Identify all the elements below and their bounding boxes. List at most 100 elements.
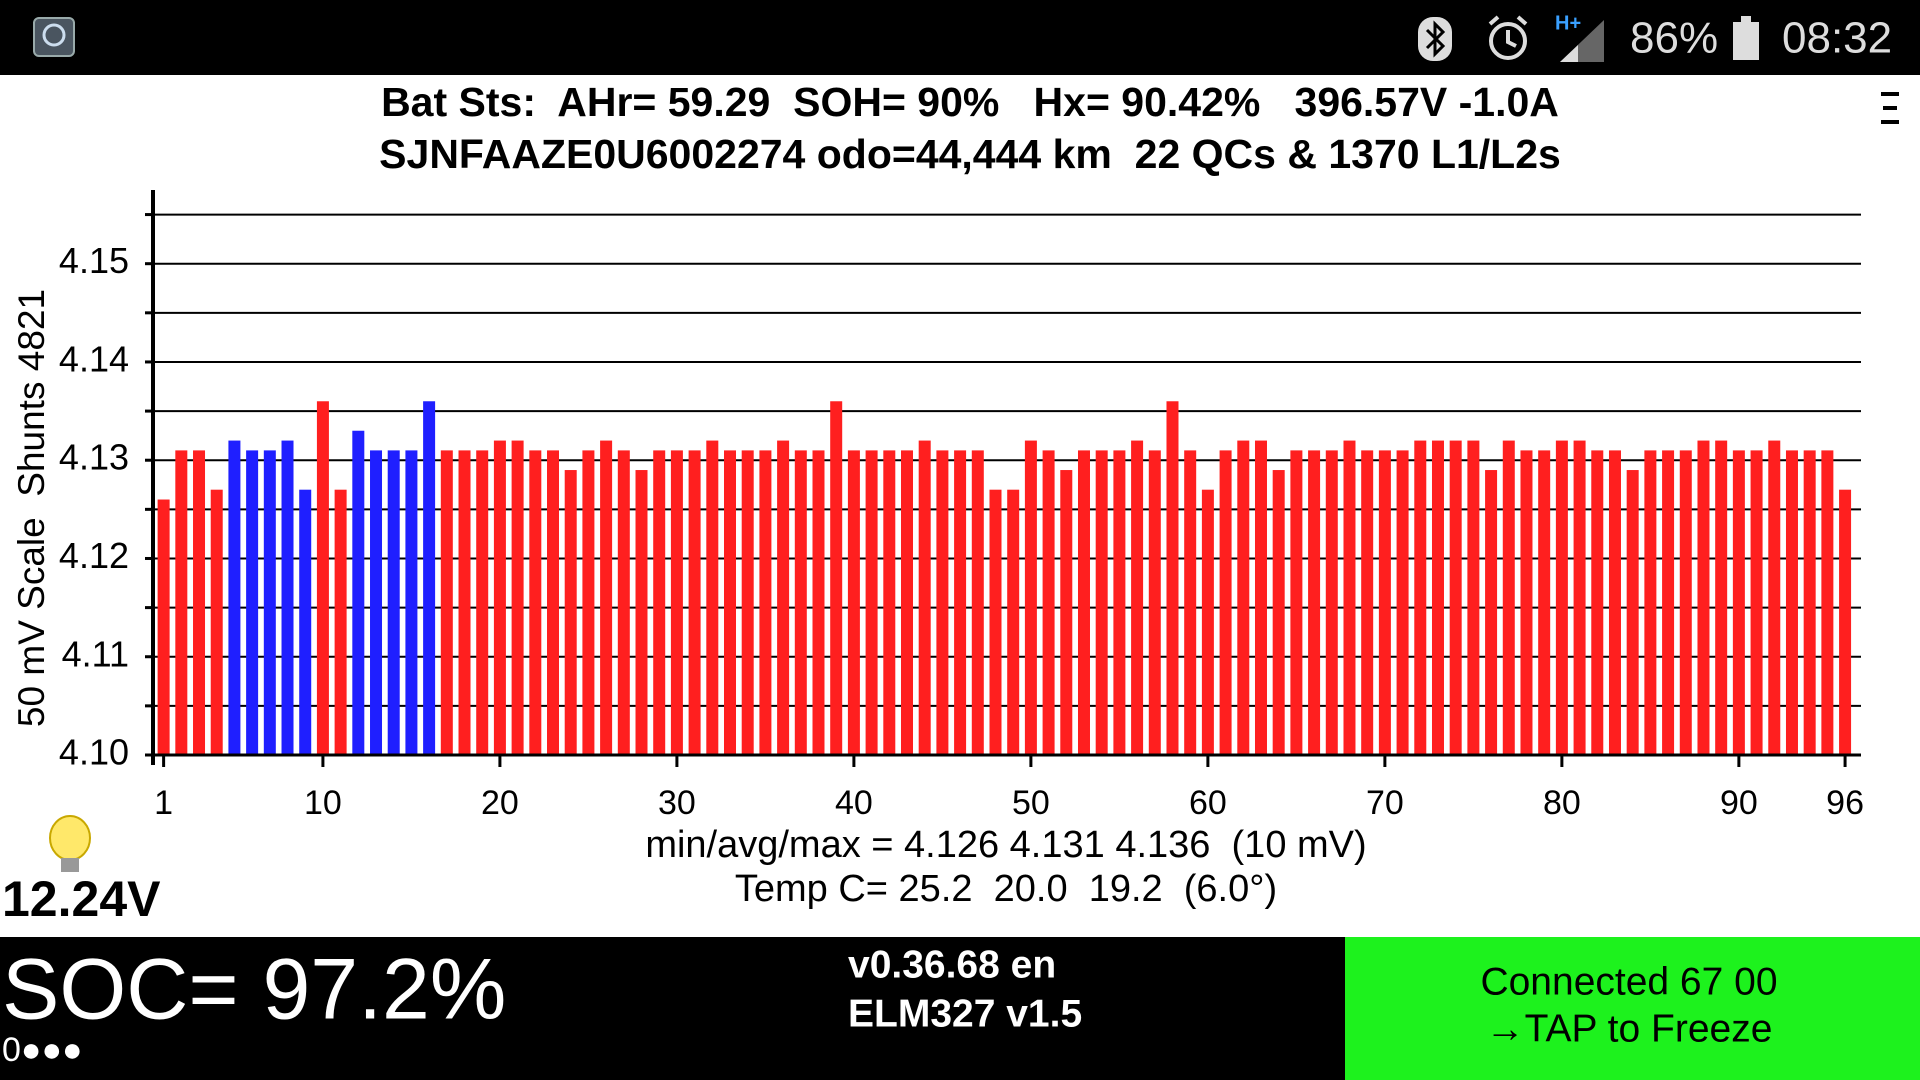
menu-button[interactable] bbox=[1874, 86, 1910, 130]
bar bbox=[529, 450, 542, 755]
signal-level bbox=[1560, 45, 1578, 62]
bar bbox=[1237, 440, 1250, 755]
bar bbox=[1290, 450, 1303, 755]
bar bbox=[635, 470, 648, 755]
bar bbox=[458, 450, 471, 755]
vehicle-info: SJNFAAZE0U6002274 odo=44,444 km 22 QCs &… bbox=[379, 131, 1561, 177]
bar bbox=[228, 440, 241, 755]
bar bbox=[157, 499, 170, 755]
bulb-icon bbox=[49, 815, 91, 872]
bar bbox=[423, 401, 436, 755]
y-axis-label: 50 mV Scale Shunts 4821 bbox=[11, 289, 52, 727]
freeze-hint[interactable]: →TAP to Freeze bbox=[1486, 1007, 1773, 1050]
bar bbox=[193, 450, 206, 755]
bar bbox=[210, 489, 223, 755]
x-tick-label: 1 bbox=[154, 784, 173, 822]
bar bbox=[670, 450, 683, 755]
bar bbox=[865, 450, 878, 755]
bar bbox=[1219, 450, 1232, 755]
x-tick-label: 20 bbox=[481, 784, 519, 822]
bar bbox=[387, 450, 400, 755]
x-tick-label: 30 bbox=[658, 784, 696, 822]
y-tick-label: 4.10 bbox=[59, 732, 129, 773]
bar bbox=[1414, 440, 1427, 755]
bar bbox=[1095, 450, 1108, 755]
bar bbox=[263, 450, 276, 755]
bar bbox=[1644, 450, 1657, 755]
connection-panel[interactable] bbox=[1345, 937, 1920, 1080]
bluetooth-icon bbox=[1418, 17, 1452, 61]
bar bbox=[1077, 450, 1090, 755]
progress-dots: 0●●● bbox=[2, 1031, 83, 1069]
bar bbox=[1839, 489, 1852, 755]
bar bbox=[617, 450, 630, 755]
bar bbox=[1343, 440, 1356, 755]
bar bbox=[405, 450, 418, 755]
y-tick-label: 4.13 bbox=[59, 437, 129, 478]
bar bbox=[316, 401, 329, 755]
network-type: H+ bbox=[1555, 12, 1581, 34]
bar bbox=[1361, 450, 1374, 755]
bar bbox=[1538, 450, 1551, 755]
bar bbox=[1325, 450, 1338, 755]
bar bbox=[1131, 440, 1144, 755]
bar bbox=[759, 450, 772, 755]
bar bbox=[1148, 450, 1161, 755]
battery-status: Bat Sts: AHr= 59.29 SOH= 90% Hx= 90.42% … bbox=[381, 79, 1559, 125]
bar bbox=[847, 450, 860, 755]
bar bbox=[1378, 450, 1391, 755]
bar bbox=[883, 450, 896, 755]
app-icon bbox=[33, 17, 75, 57]
y-tick-label: 4.12 bbox=[59, 535, 129, 576]
x-tick-label: 50 bbox=[1012, 784, 1050, 822]
bar bbox=[812, 450, 825, 755]
bar bbox=[706, 440, 719, 755]
bar bbox=[794, 450, 807, 755]
bar bbox=[1201, 489, 1214, 755]
y-tick-label: 4.11 bbox=[62, 633, 129, 674]
bar bbox=[1396, 450, 1409, 755]
bar bbox=[1821, 450, 1834, 755]
bar bbox=[971, 450, 984, 755]
bar bbox=[1467, 440, 1480, 755]
connection-button[interactable]: Connected 67 00 →TAP to Freeze bbox=[1345, 937, 1920, 1080]
bar bbox=[299, 489, 312, 755]
bar bbox=[1626, 470, 1639, 755]
bar bbox=[1520, 450, 1533, 755]
bar bbox=[476, 450, 489, 755]
battery-icon bbox=[1733, 16, 1759, 60]
bar bbox=[1166, 401, 1179, 755]
bar bbox=[989, 489, 1002, 755]
bar bbox=[900, 450, 913, 755]
connection-status[interactable]: Connected 67 00 bbox=[1480, 960, 1777, 1003]
bar bbox=[1573, 440, 1586, 755]
app-version: v0.36.68 en bbox=[848, 943, 1056, 986]
x-tick-label: 40 bbox=[835, 784, 873, 822]
aux-battery-voltage: 12.24V bbox=[2, 871, 161, 927]
bar bbox=[1308, 450, 1321, 755]
bar bbox=[175, 450, 188, 755]
bar bbox=[1715, 440, 1728, 755]
bar bbox=[688, 450, 701, 755]
bar bbox=[281, 440, 294, 755]
bar bbox=[1060, 470, 1073, 755]
bar bbox=[1502, 440, 1515, 755]
bar bbox=[724, 450, 737, 755]
bar bbox=[1608, 450, 1621, 755]
bar bbox=[493, 440, 506, 755]
bar bbox=[1785, 450, 1798, 755]
bar bbox=[1591, 450, 1604, 755]
bar bbox=[352, 430, 365, 755]
bar bbox=[936, 450, 949, 755]
bar bbox=[1449, 440, 1462, 755]
bar bbox=[1272, 470, 1285, 755]
cell-stats: min/avg/max = 4.126 4.131 4.136 (10 mV) bbox=[645, 824, 1366, 866]
y-tick-label: 4.14 bbox=[59, 338, 129, 379]
bar bbox=[370, 450, 383, 755]
bar bbox=[1007, 489, 1020, 755]
state-of-charge: SOC= 97.2% bbox=[2, 942, 506, 1038]
x-tick-label: 10 bbox=[304, 784, 342, 822]
bar bbox=[918, 440, 931, 755]
clock: 08:32 bbox=[1782, 14, 1892, 63]
bar bbox=[1697, 440, 1710, 755]
